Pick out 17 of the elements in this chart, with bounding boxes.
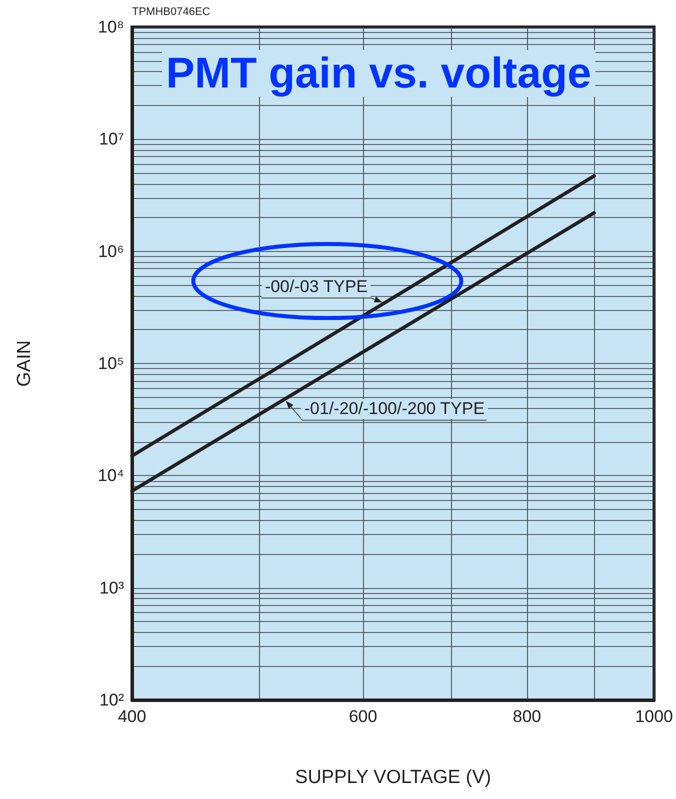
text: PMT gain vs. voltage <box>166 50 592 98</box>
y-tick-label: 10³ <box>99 578 124 598</box>
y-tick-label: 10⁶ <box>98 242 124 261</box>
y-axis-title: GAIN <box>14 340 35 387</box>
x-tick-label: 600 <box>348 707 378 726</box>
series-label: -00/-03 TYPE <box>262 277 371 298</box>
legend-label: -01/-20/-100/-200 TYPE <box>301 399 488 420</box>
text: TPMHB0746EC <box>132 6 210 18</box>
x-tick-label: 800 <box>512 707 542 726</box>
y-tick-label: 10² <box>99 690 124 710</box>
x-tick-label: 1000 <box>635 707 674 726</box>
x-tick-label: 400 <box>118 707 146 726</box>
y-tick-label: 10⁴ <box>98 466 124 486</box>
x-axis-title: SUPPLY VOLTAGE (V) <box>295 767 492 788</box>
y-tick-label: 10⁷ <box>98 130 124 149</box>
y-tick-label: 10⁵ <box>98 354 124 373</box>
y-tick-label: 10⁸ <box>98 18 124 36</box>
